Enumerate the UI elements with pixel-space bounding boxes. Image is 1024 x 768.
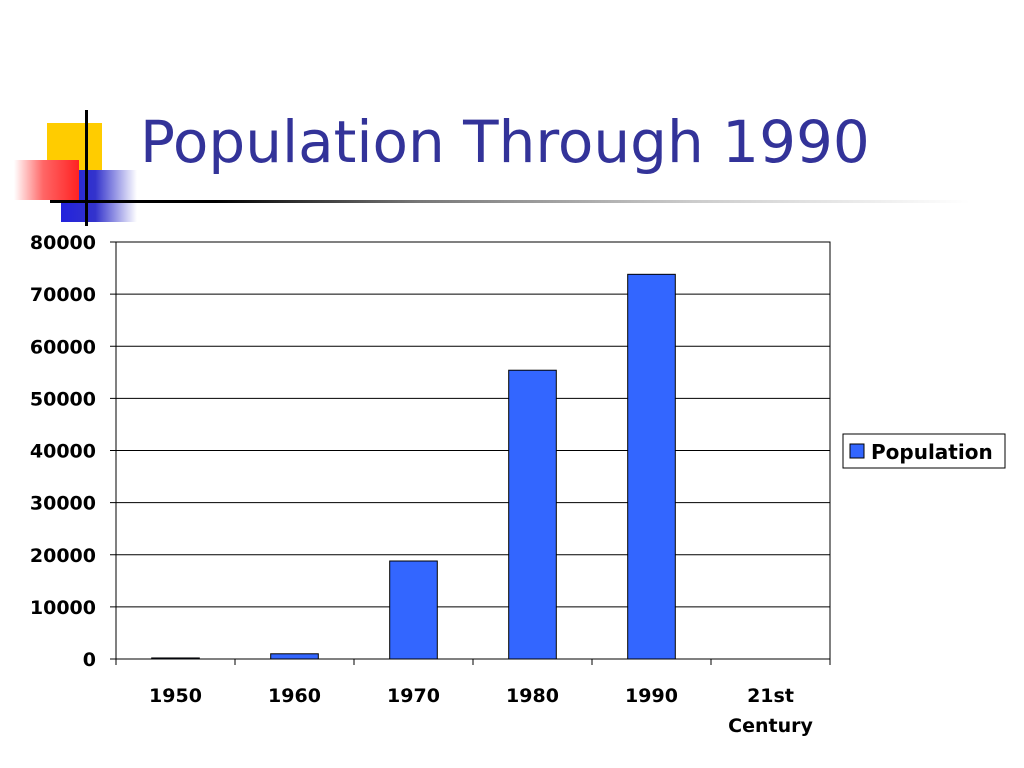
bar-1950 bbox=[151, 657, 200, 660]
legend-label: Population bbox=[871, 440, 993, 464]
deco-vertical-line bbox=[85, 110, 88, 226]
bar-1960 bbox=[270, 653, 319, 660]
bar-1970 bbox=[389, 560, 438, 660]
y-tick-label: 30000 bbox=[30, 493, 96, 515]
y-tick-label: 20000 bbox=[30, 545, 96, 567]
x-tick-label: 1960 bbox=[268, 685, 321, 707]
y-tick-label: 10000 bbox=[30, 597, 96, 619]
x-tick-label: 21st Century bbox=[728, 685, 813, 737]
y-tick-label: 50000 bbox=[30, 388, 96, 410]
y-tick-label: 0 bbox=[83, 649, 96, 671]
y-tick-label: 80000 bbox=[30, 232, 96, 254]
axes: 0 10000 20000 30000 40000 50000 60000 70000 8000… bbox=[30, 232, 831, 737]
legend-swatch bbox=[849, 443, 865, 459]
x-tick-label: 1990 bbox=[625, 685, 678, 707]
grid-lines bbox=[116, 241, 830, 660]
y-tick-label: 60000 bbox=[30, 336, 96, 358]
x-tick-label: 1970 bbox=[387, 685, 440, 707]
bars bbox=[151, 273, 676, 660]
x-tick-label: 1950 bbox=[149, 685, 202, 707]
x-tick-label: 1980 bbox=[506, 685, 559, 707]
y-tick-label: 70000 bbox=[30, 284, 96, 306]
deco-red-square bbox=[14, 160, 79, 200]
slide-title: Population Through 1990 bbox=[140, 108, 870, 176]
legend-box bbox=[842, 433, 1006, 469]
title-underline bbox=[50, 200, 970, 203]
legend: Population bbox=[842, 433, 1006, 469]
bar-1990 bbox=[627, 273, 676, 660]
y-tick-label: 40000 bbox=[30, 441, 96, 463]
bar-1980 bbox=[508, 369, 557, 660]
